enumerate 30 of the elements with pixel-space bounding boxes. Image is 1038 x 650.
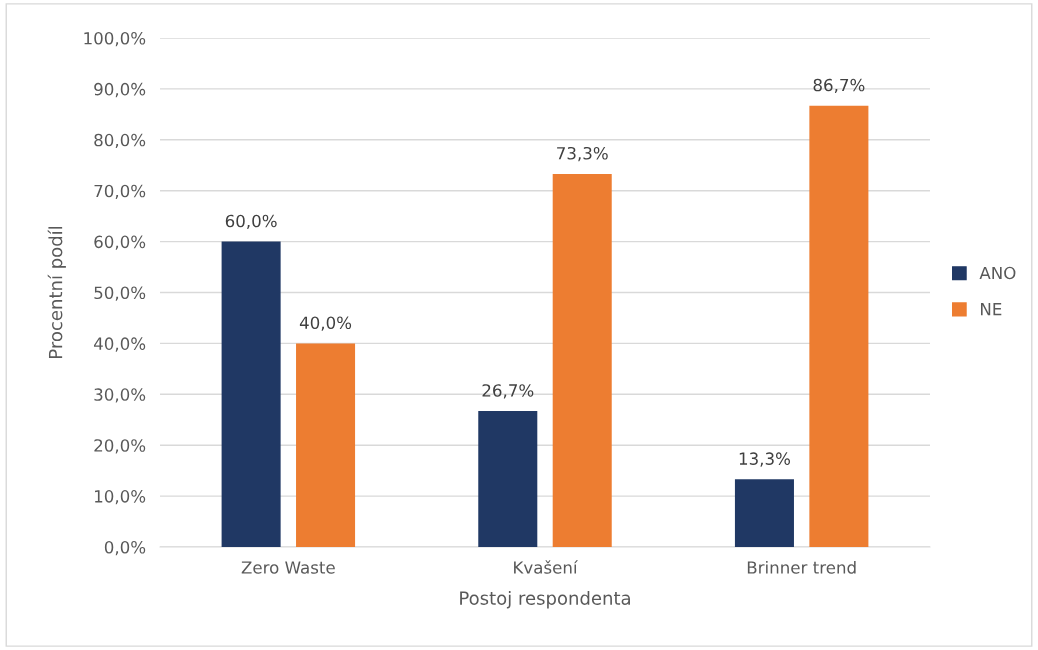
data-label: 86,7% [813,78,865,94]
y-tick-label: 0,0% [104,540,146,556]
x-tick-label: Kvašení [514,560,578,574]
data-label: 60,0% [225,214,277,229]
y-tick-label: 10,0% [95,490,146,505]
y-tick-label: 50,0% [94,286,146,301]
y-tick-label: 80,0% [94,133,146,149]
bar [221,241,281,547]
data-label: 40,0% [299,316,352,331]
data-label: 26,7% [482,384,534,399]
bar [809,105,869,547]
legend-label: NE [981,303,1002,316]
bar [552,173,612,547]
y-tick-label: 30,0% [94,388,146,403]
bar [478,411,538,547]
y-tick-label: 60,0% [94,235,146,250]
bar [734,479,794,547]
legend-label: ANO [979,266,1016,280]
y-tick-label: 40,0% [93,337,146,352]
bar [296,343,356,547]
y-tick-label: 90,0% [94,82,146,98]
x-axis-title: Postoj respondenta [460,590,630,609]
data-label: 13,3% [739,452,790,467]
y-axis-title: Procentní podíl [47,227,66,358]
y-tick-label: 20,0% [94,439,146,454]
x-tick-label: Zero Waste [241,561,335,574]
x-tick-label: Brinner trend [747,560,856,574]
data-label: 73,3% [557,146,608,162]
y-tick-label: 70,0% [94,184,146,199]
y-tick-label: 100,0% [84,31,146,47]
